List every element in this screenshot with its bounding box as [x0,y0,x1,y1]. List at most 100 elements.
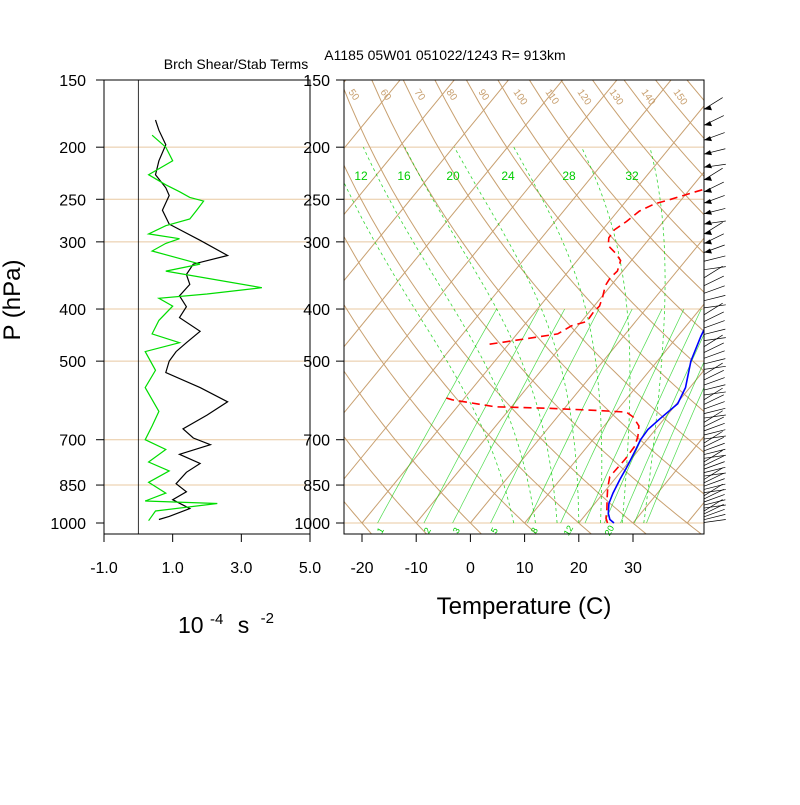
dry-adiabat-line [148,55,372,534]
temperature-profile-line [608,98,794,523]
dry-adiabat-label: 60 [378,87,394,103]
mixing-ratio-line [527,309,632,523]
isotherm-line [0,47,265,523]
wind-barb-pennant [704,230,712,235]
wind-barb-pennant [704,176,712,181]
wind-barbs [704,98,726,523]
skewt-y-tick-label: 300 [303,235,330,252]
skewt-y-tick-label: 400 [303,302,330,319]
skewt-x-tick-label: 30 [624,560,642,577]
wind-barb-shaft [704,303,723,315]
wind-barb-shaft [704,329,725,334]
wind-barb-shaft [704,276,724,286]
wind-barb-pennant [704,210,712,215]
moist-adiabat-line [328,147,514,523]
left-x-label-base: 10 [178,612,204,638]
isotherm-line [525,47,800,523]
skewt-y-tick-label: 500 [303,354,330,371]
left-frame [104,80,310,534]
wind-barb-shaft [704,411,723,423]
wind-barb-shaft [704,267,726,270]
stability-term-line [145,135,262,521]
skewt-x-axis-label: Temperature (C) [437,593,612,620]
wind-barb-shaft [704,514,725,519]
isotherm-line [0,47,211,523]
dry-adiabat-label: 50 [346,87,362,103]
wind-barb-pennant [704,105,712,110]
wind-barb-shaft [704,305,726,308]
dry-adiabat-line [729,55,800,534]
mixing-ratio-label-top: 20 [446,169,460,183]
dry-adiabat-line [362,55,757,534]
dry-adiabat-line [576,55,800,534]
skewt-y-tick-label: 700 [303,433,330,450]
left-y-tick-label: 850 [59,478,86,495]
wind-barb-shaft [704,392,726,395]
left-y-tick-label: 200 [59,140,86,157]
wind-barb-shaft [704,449,725,454]
left-y-tick-label: 400 [59,302,86,319]
wind-barb-shaft [704,430,725,435]
skewt-y-tick-label: 1000 [294,516,330,533]
isotherm-line [91,47,482,523]
moist-adiabat-line [514,147,602,523]
mixing-ratio-label-top: 32 [625,169,639,183]
mixing-ratio-line [647,309,739,523]
wind-barb-pennant [704,249,712,254]
left-panel-title: Brch Shear/Stab Terms [164,56,308,72]
wind-barb-shaft [704,417,724,427]
dry-adiabat-line [392,55,800,534]
left-x-label-unit: s [238,612,250,638]
isobar-lines [344,147,704,523]
dry-adiabat-label: 130 [607,87,626,107]
skewt-x-tick-label: 20 [570,560,588,577]
skewt-y-tick-label: 850 [303,478,330,495]
isotherm-line [145,47,536,523]
left-series-group [145,120,262,521]
wind-barb-pennant [704,220,712,225]
dry-adiabat-line [607,55,800,534]
wind-barb-shaft [704,519,726,522]
isotherm-line [308,47,699,523]
left-x-tick-label: 3.0 [230,560,252,577]
wind-barb-pennant [704,199,712,204]
main-title: A1185 05W01 051022/1243 R= 913km [324,47,565,63]
isotherm-line [741,47,800,523]
wind-barb-pennant [704,163,712,168]
left-x-tick-label: -1.0 [90,560,118,577]
wind-barb-shaft [704,443,725,451]
mixing-ratio-label-top: 24 [501,169,515,183]
moist-adiabat-line [582,147,630,523]
wind-barb-shaft [704,321,725,329]
dry-adiabat-label: 140 [639,87,658,107]
skewt-y-tick-label: 200 [303,140,330,157]
left-x-label-exponent: -4 [210,611,223,628]
mixing-ratio-label-top: 12 [354,169,368,183]
mixing-ratio-label-top: 16 [397,169,411,183]
dry-adiabat-line [117,55,317,534]
wind-barb-shaft [704,370,724,380]
dry-adiabat-line [759,55,800,534]
mixing-ratio-label-top: 28 [562,169,576,183]
left-x-tick-label: 1.0 [162,560,184,577]
left-y-tick-label: 300 [59,235,86,252]
left-isobar-grid [104,147,310,485]
dry-adiabat-line [423,55,800,534]
left-x-tick-label: 5.0 [299,560,321,577]
left-x-axis: -1.0 1.0 3.0 5.0 [90,534,321,577]
skewt-y-tick-label: 150 [303,73,330,90]
skewt-clip [0,47,800,535]
moist-adiabat-line [405,147,557,523]
dry-adiabat-line [484,55,800,534]
isotherm-line [416,47,800,523]
isotherm-line [254,47,645,523]
skewt-x-tick-label: 0 [466,560,475,577]
wind-barb-shaft [704,388,723,400]
wind-barb-shaft [704,295,725,300]
dry-adiabat-line [790,55,800,534]
isotherm-line [199,47,590,523]
